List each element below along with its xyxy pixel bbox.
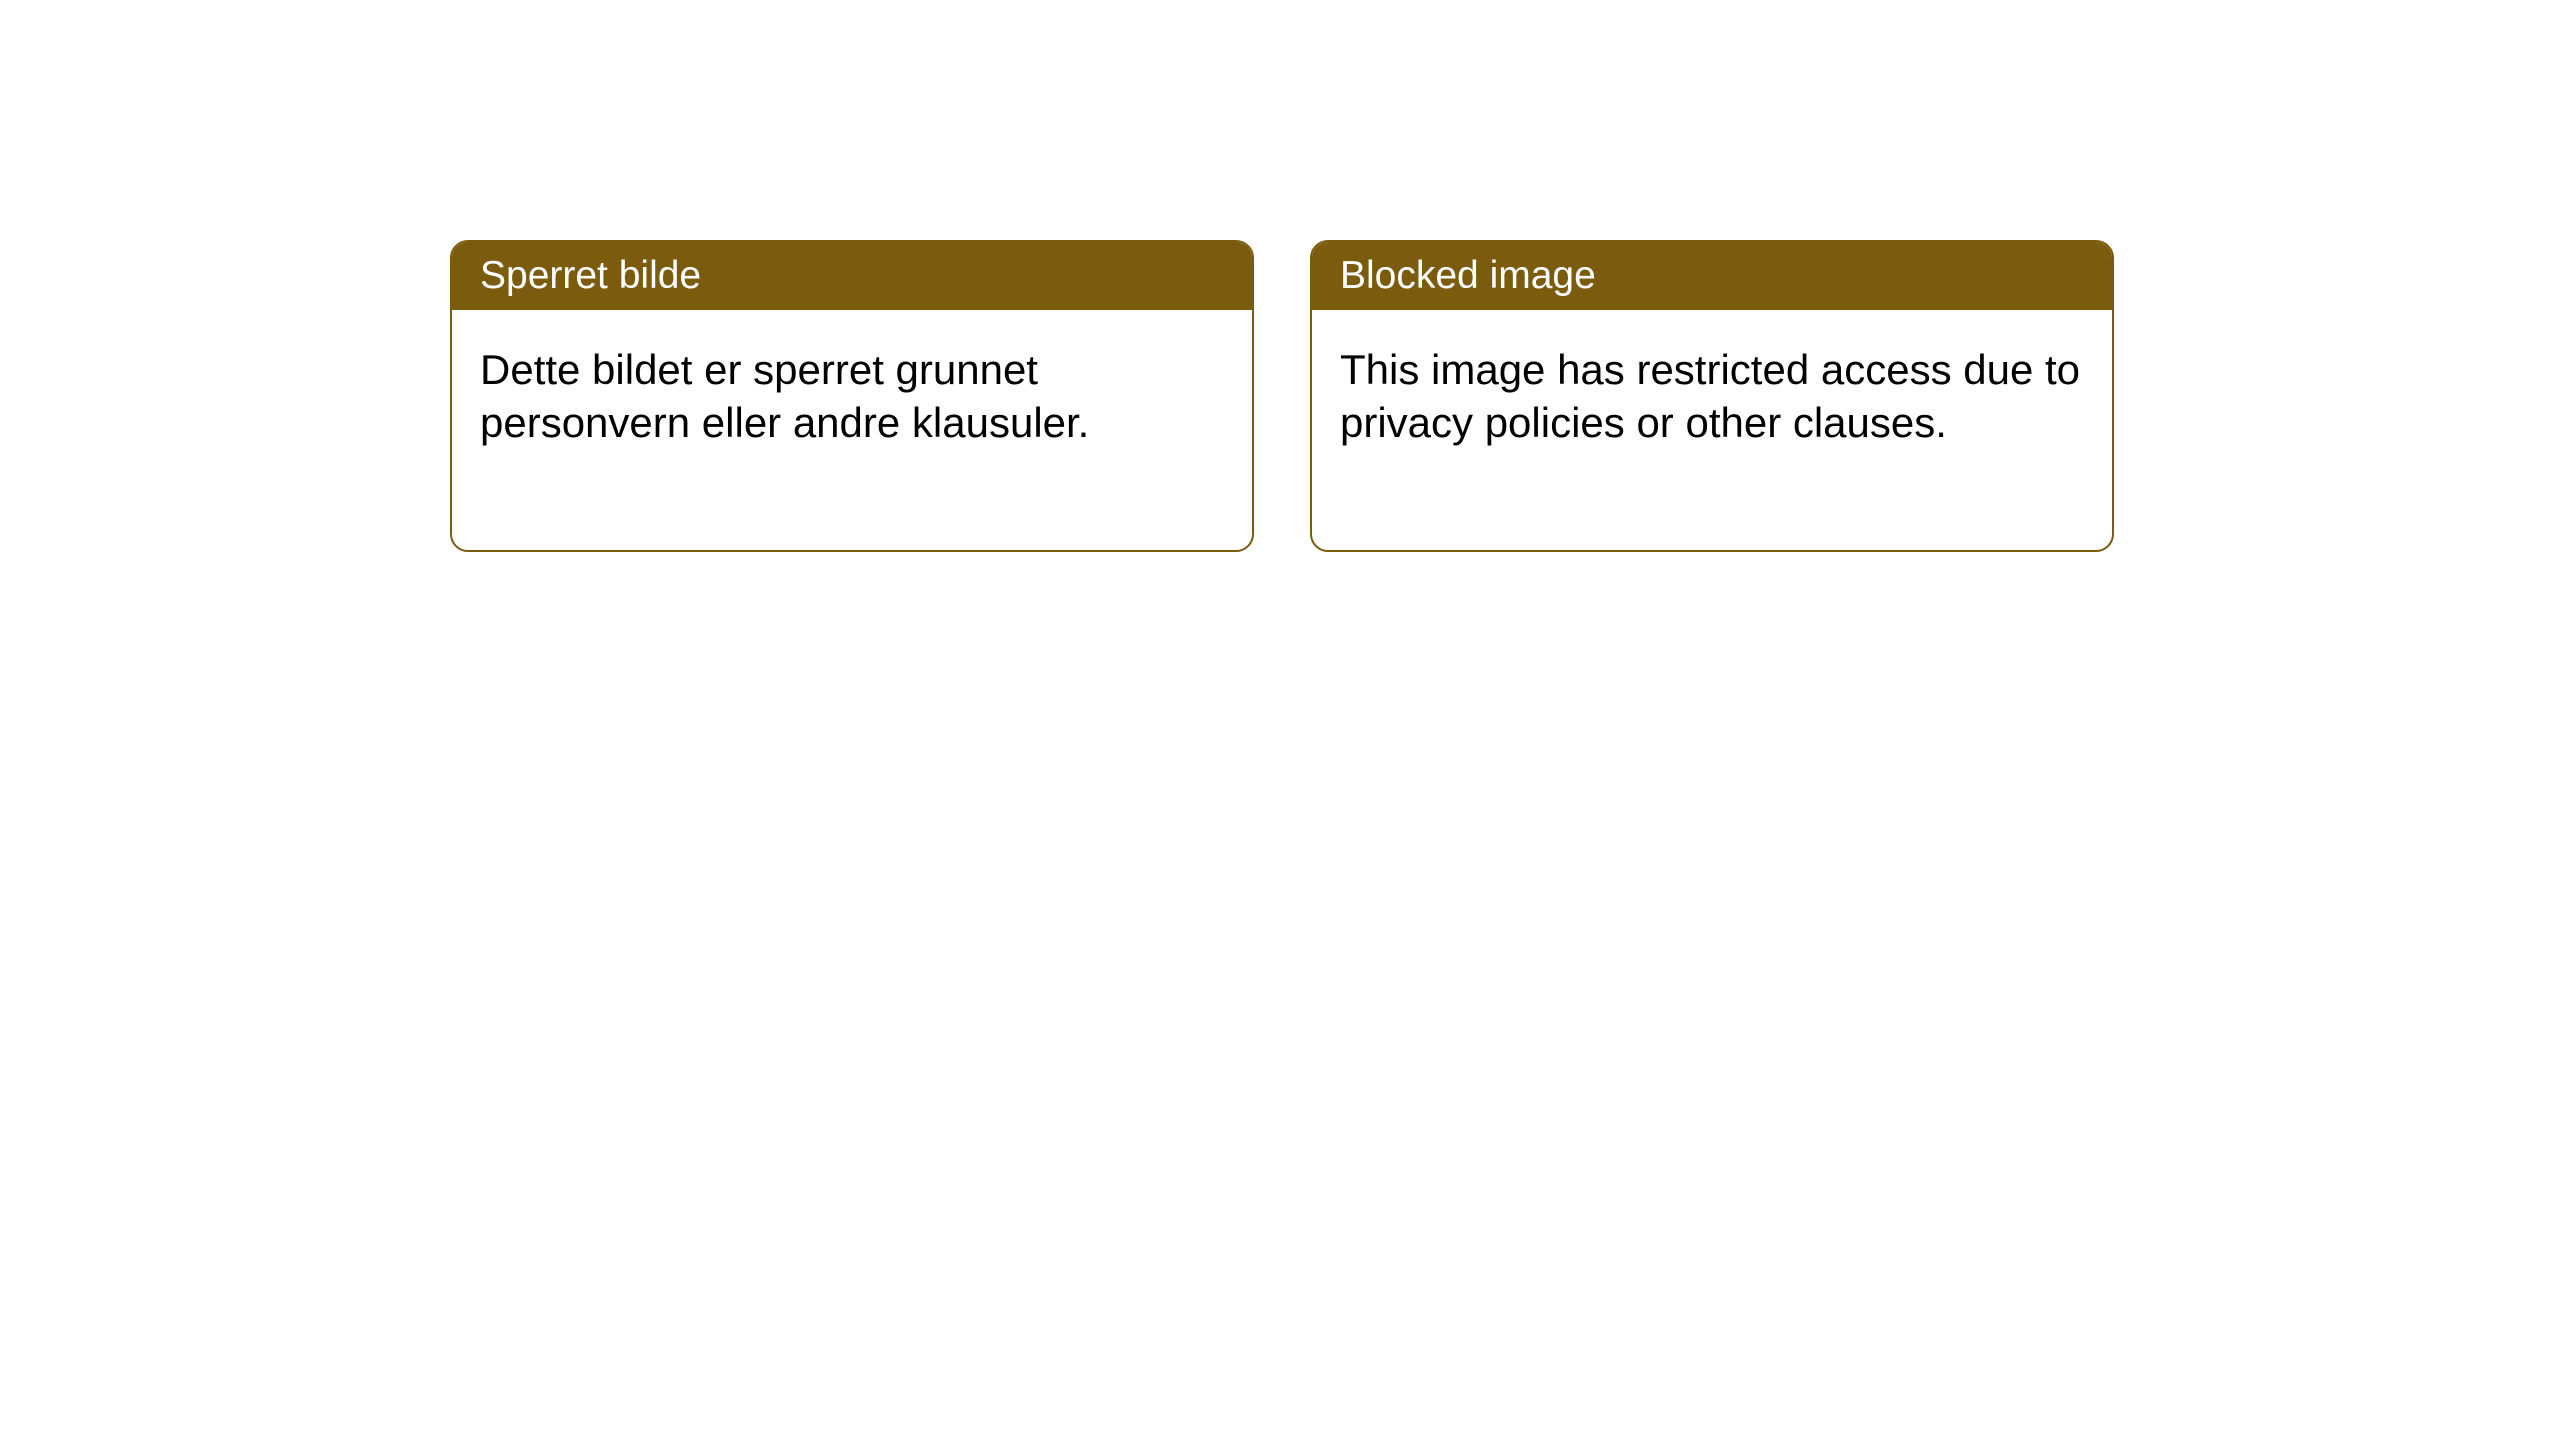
notice-body-norwegian: Dette bildet er sperret grunnet personve… — [452, 310, 1252, 550]
notice-body-english: This image has restricted access due to … — [1312, 310, 2112, 550]
notice-card-english: Blocked image This image has restricted … — [1310, 240, 2114, 552]
notice-header-norwegian: Sperret bilde — [452, 242, 1252, 310]
notice-container: Sperret bilde Dette bildet er sperret gr… — [450, 240, 2114, 552]
notice-header-english: Blocked image — [1312, 242, 2112, 310]
notice-card-norwegian: Sperret bilde Dette bildet er sperret gr… — [450, 240, 1254, 552]
